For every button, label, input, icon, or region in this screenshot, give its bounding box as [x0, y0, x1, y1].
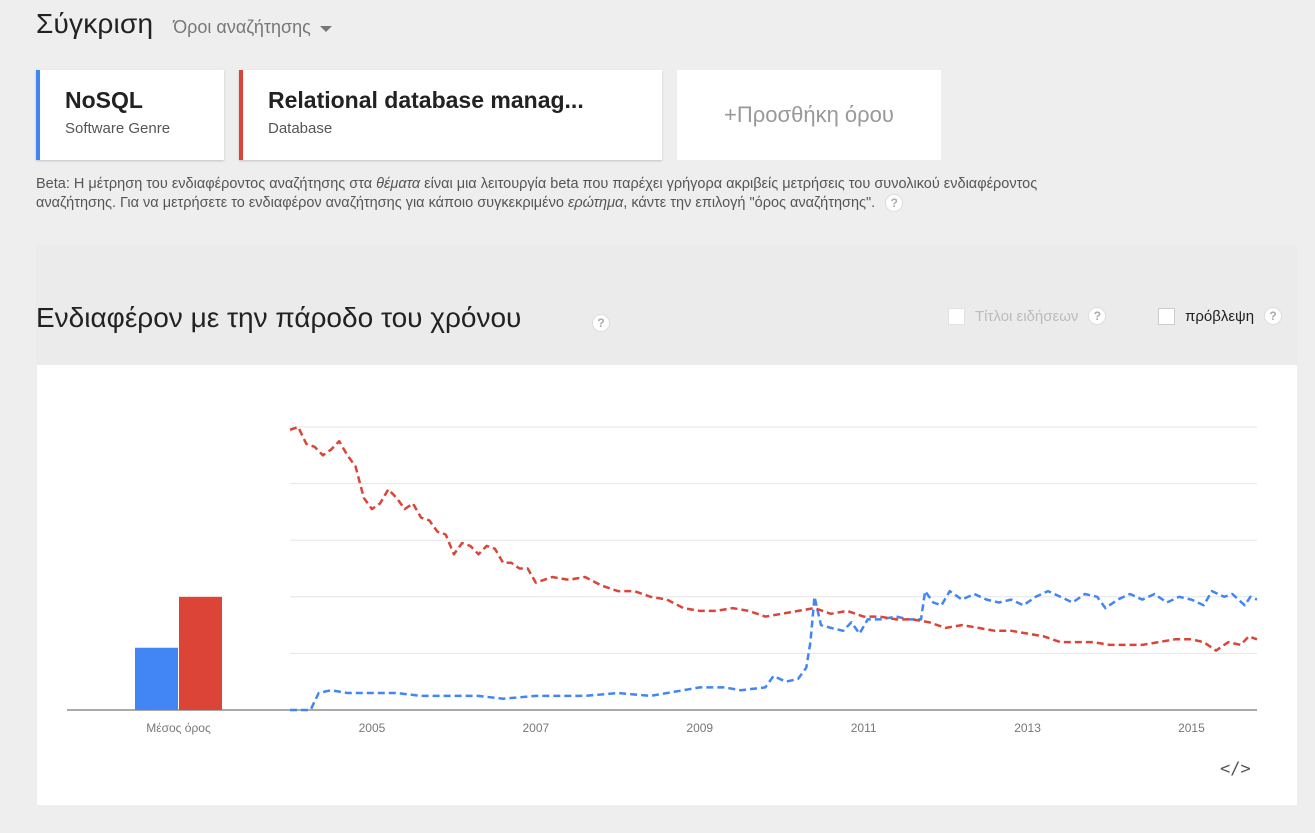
chart-canvas: Μέσος όρος 2005 2007 2009 2011 2013 2015	[67, 425, 1258, 735]
term-card-nosql[interactable]: NoSQL Software Genre	[36, 70, 224, 160]
series-line	[289, 425, 1258, 652]
term-category: Database	[268, 120, 333, 137]
section-background	[36, 245, 1297, 365]
caret-down-icon	[319, 25, 332, 32]
term-color-bar	[239, 70, 243, 160]
term-name: Relational database manag...	[268, 87, 584, 113]
search-terms-dropdown[interactable]: Όροι αναζήτησης	[173, 17, 332, 38]
term-card-rdbms[interactable]: Relational database manag... Database	[239, 70, 662, 160]
beta-note-text: Beta: Η μέτρηση του ενδιαφέροντος αναζήτ…	[36, 176, 377, 192]
forecast-label: πρόβλεψη	[1185, 307, 1255, 325]
beta-note: Beta: Η μέτρηση του ενδιαφέροντος αναζήτ…	[36, 175, 1046, 213]
help-icon[interactable]: ?	[1088, 307, 1107, 325]
term-category: Software Genre	[65, 120, 171, 137]
beta-note-topics: θέματα	[376, 176, 421, 192]
news-headlines-label: Τίτλοι ειδήσεων	[975, 307, 1079, 325]
x-tick-label: 2009	[686, 721, 713, 735]
average-bar	[135, 647, 178, 710]
x-tick-label: 2013	[1014, 721, 1041, 735]
help-icon[interactable]: ?	[592, 314, 610, 332]
help-icon[interactable]: ?	[885, 194, 904, 213]
search-terms-dropdown-label: Όροι αναζήτησης	[173, 17, 311, 37]
forecast-option: πρόβλεψη ?	[1158, 307, 1283, 325]
news-headlines-checkbox[interactable]	[948, 307, 965, 325]
page-header: Σύγκριση Όροι αναζήτησης	[36, 8, 332, 40]
add-term-button[interactable]: +Προσθήκη όρου	[677, 70, 941, 160]
news-headlines-option: Τίτλοι ειδήσεων ?	[948, 307, 1107, 325]
page-title: Σύγκριση	[36, 8, 154, 39]
forecast-checkbox[interactable]	[1158, 307, 1175, 325]
embed-code-icon[interactable]: </>	[1220, 759, 1251, 779]
section-title: Ενδιαφέρον με την πάροδο του χρόνου	[36, 302, 522, 333]
x-tick-label: 2011	[851, 721, 877, 735]
help-icon[interactable]: ?	[1264, 307, 1283, 325]
beta-note-query: ερώτημα	[567, 195, 624, 211]
beta-note-text: , κάντε την επιλογή "όρος αναζήτησης".	[623, 195, 876, 211]
x-tick-label: 2005	[359, 721, 386, 735]
beta-note-text: είναι μια λειτουργία beta που παρέχει γρ…	[36, 176, 1038, 211]
average-bar	[179, 596, 222, 710]
interest-over-time-chart: Μέσος όρος 2005 2007 2009 2011 2013 2015 </>	[37, 365, 1297, 805]
series-line	[290, 589, 1258, 712]
term-color-bar	[36, 70, 40, 160]
x-tick-label: 2007	[522, 721, 549, 735]
average-label: Μέσος όρος	[146, 721, 211, 735]
term-name: NoSQL	[65, 87, 143, 113]
x-tick-label: 2015	[1178, 721, 1205, 735]
